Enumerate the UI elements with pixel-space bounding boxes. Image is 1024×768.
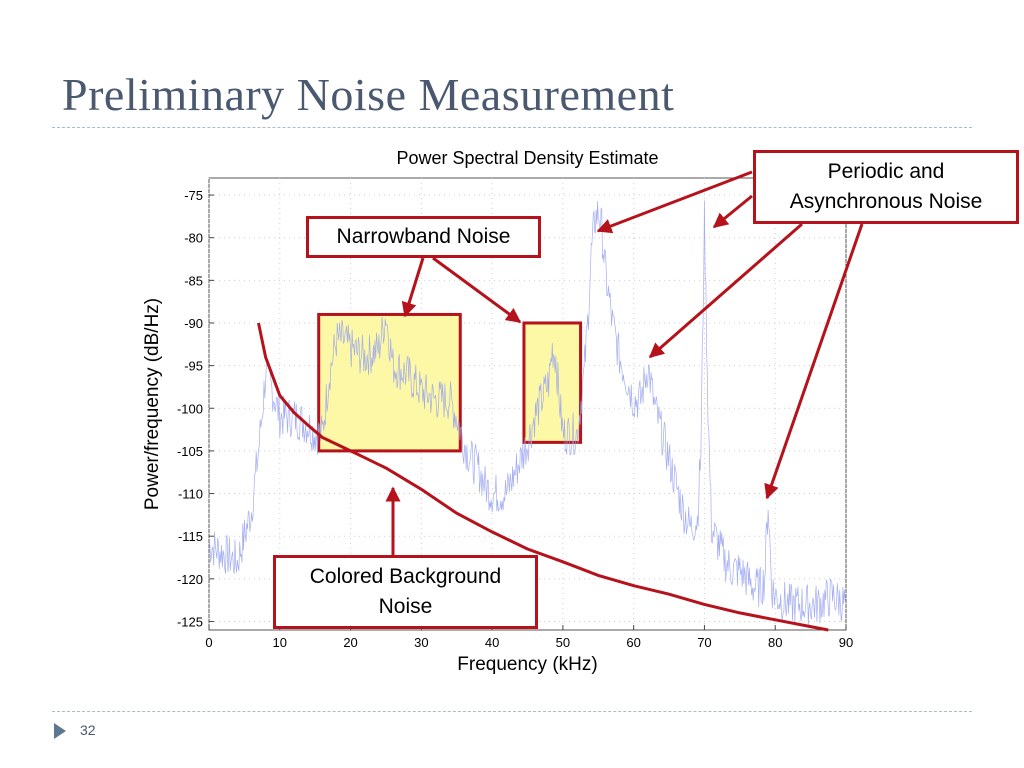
y-tick-label: -115 (178, 529, 203, 544)
psd-trace (208, 200, 846, 626)
y-tick-label: -125 (177, 614, 203, 629)
y-tick-label: -90 (184, 316, 203, 331)
slide-number: 32 (80, 722, 96, 738)
callout-arrow (401, 257, 425, 318)
x-tick-label: 30 (414, 635, 428, 650)
x-tick-label: 10 (273, 635, 287, 650)
y-tick-label: -95 (184, 359, 203, 374)
narrowband-highlight (317, 312, 462, 453)
title-divider (52, 127, 972, 128)
narrowband-highlight (522, 321, 583, 444)
y-tick-label: -75 (184, 188, 203, 203)
callout-arrow (596, 170, 753, 234)
x-axis-label: Frequency (kHz) (457, 654, 597, 675)
y-tick-label: -85 (184, 273, 203, 288)
x-tick-label: 70 (697, 635, 711, 650)
x-tick-label: 50 (556, 635, 570, 650)
y-tick-label: -105 (177, 444, 203, 459)
slide-title: Preliminary Noise Measurement (62, 69, 675, 120)
background-noise-curve (257, 322, 829, 632)
callout-colored: Colored Background Noise (273, 555, 538, 629)
y-tick-label: -120 (177, 572, 203, 587)
callout-periodic: Periodic and Asynchronous Noise (753, 150, 1019, 224)
chart-title: Power Spectral Density Estimate (396, 148, 658, 168)
callout-narrowband: Narrowband Noise (306, 216, 541, 258)
footer-triangle-icon (54, 723, 66, 739)
x-tick-label: 0 (205, 635, 212, 650)
x-tick-label: 80 (768, 635, 782, 650)
callout-arrow (648, 222, 803, 359)
footer-divider (52, 711, 972, 712)
x-tick-label: 20 (343, 635, 357, 650)
callout-arrow (764, 223, 864, 500)
callout-arrow (432, 256, 522, 324)
y-tick-label: -100 (177, 401, 203, 416)
x-tick-label: 40 (485, 635, 499, 650)
callout-arrow (712, 194, 753, 229)
x-tick-label: 60 (626, 635, 640, 650)
x-tick-label: 90 (839, 635, 853, 650)
y-tick-label: -110 (178, 487, 203, 502)
y-axis-label: Power/frequency (dB/Hz) (142, 298, 163, 510)
y-tick-label: -80 (184, 231, 203, 246)
